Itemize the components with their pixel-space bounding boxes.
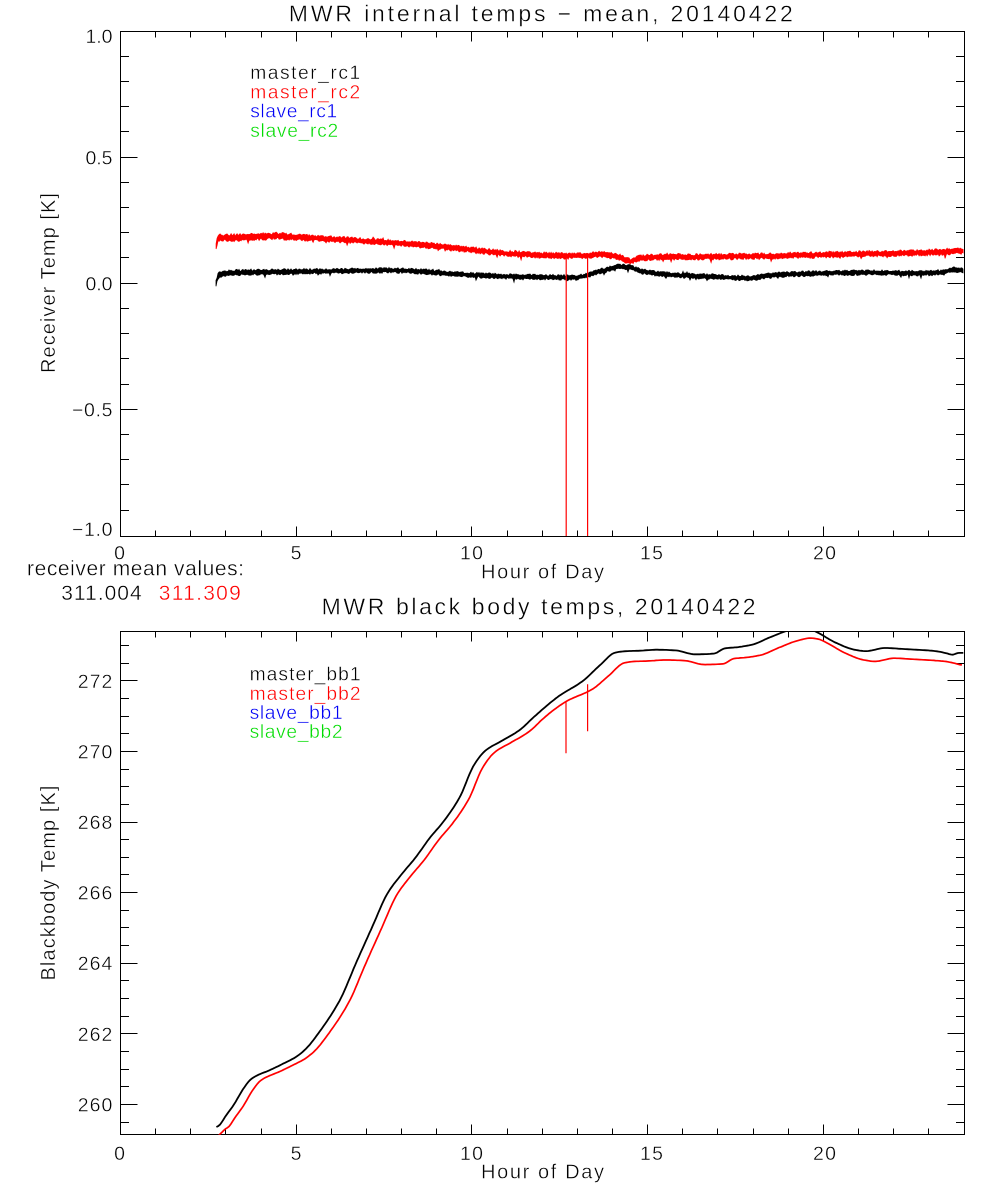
svg-text:260: 260 [78,1094,113,1116]
svg-text:264: 264 [78,953,113,975]
svg-text:20: 20 [813,543,836,565]
svg-text:5: 5 [291,543,302,565]
svg-text:master_bb2: master_bb2 [250,684,361,705]
svg-text:5: 5 [291,1143,302,1165]
svg-text:15: 15 [640,543,663,565]
svg-text:0: 0 [114,543,125,565]
svg-text:311.309: 311.309 [159,582,241,605]
svg-text:Receiver Temp [K]: Receiver Temp [K] [38,193,60,373]
svg-text:master_rc2: master_rc2 [250,82,360,103]
svg-text:15: 15 [640,1143,663,1165]
svg-text:266: 266 [78,883,113,905]
svg-text:slave_rc2: slave_rc2 [250,121,338,142]
svg-text:270: 270 [78,741,113,763]
svg-text:Hour of Day: Hour of Day [481,562,604,584]
svg-text:10: 10 [460,1143,483,1165]
svg-text:10: 10 [460,543,483,565]
svg-text:0.5: 0.5 [86,147,113,169]
svg-text:0.0: 0.0 [86,273,113,295]
svg-text:−0.5: −0.5 [72,399,113,421]
svg-text:20: 20 [813,1143,836,1165]
svg-text:MWR internal temps − mean, 201: MWR internal temps − mean, 20140422 [289,1,793,27]
svg-text:272: 272 [78,671,113,693]
svg-text:slave_bb2: slave_bb2 [250,722,343,743]
svg-text:−1.0: −1.0 [72,519,113,541]
svg-text:Blackbody Temp [K]: Blackbody Temp [K] [38,786,60,981]
svg-text:Hour of Day: Hour of Day [481,1162,604,1184]
svg-text:1.0: 1.0 [86,26,113,48]
svg-text:receiver mean values:: receiver mean values: [27,558,244,581]
svg-text:master_bb1: master_bb1 [250,665,361,686]
svg-text:311.004: 311.004 [61,582,142,605]
svg-text:master_rc1: master_rc1 [250,63,360,84]
svg-text:slave_rc1: slave_rc1 [250,102,337,123]
svg-text:268: 268 [78,812,113,834]
svg-text:0: 0 [114,1143,125,1165]
svg-text:slave_bb1: slave_bb1 [250,703,343,724]
svg-text:262: 262 [78,1024,113,1046]
